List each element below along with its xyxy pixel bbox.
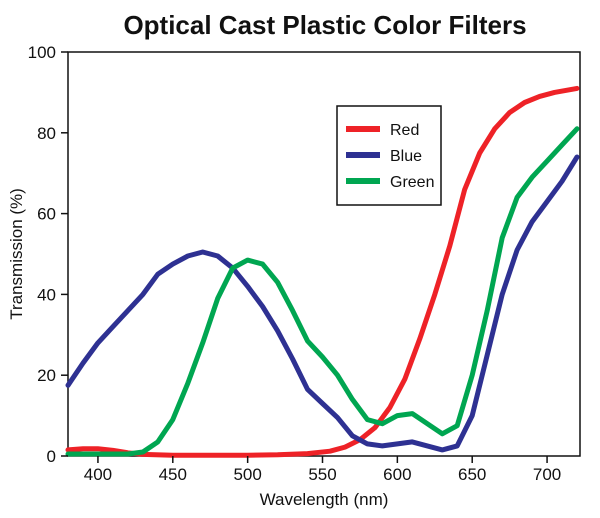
- y-tick-label: 80: [37, 124, 56, 143]
- y-tick-label: 20: [37, 366, 56, 385]
- x-axis-ticks: 400 450 500 550 600 650 700: [84, 456, 561, 484]
- chart-title: Optical Cast Plastic Color Filters: [123, 10, 526, 40]
- plot-frame: [67, 51, 581, 457]
- x-axis-label: Wavelength (nm): [260, 490, 389, 509]
- legend-label-green: Green: [390, 174, 434, 191]
- x-tick-label: 550: [308, 465, 336, 484]
- x-tick-label: 650: [458, 465, 486, 484]
- legend-items: Red Blue Green: [346, 122, 434, 191]
- y-tick-label: 40: [37, 285, 56, 304]
- series-line-blue: [65, 154, 580, 453]
- legend-label-red: Red: [390, 122, 419, 139]
- y-axis-label: Transmission (%): [7, 188, 26, 320]
- series-layer: [65, 85, 580, 458]
- plot-area: [65, 51, 581, 458]
- y-tick-label: 0: [47, 447, 56, 466]
- series-line-green: [65, 126, 580, 457]
- x-tick-label: 700: [533, 465, 561, 484]
- y-axis-ticks: 0 20 40 60 80 100: [28, 43, 68, 466]
- y-tick-label: 60: [37, 205, 56, 224]
- x-tick-label: 600: [383, 465, 411, 484]
- legend: Red Blue Green: [336, 105, 442, 206]
- legend-label-blue: Blue: [390, 148, 422, 165]
- x-tick-label: 500: [233, 465, 261, 484]
- y-tick-label: 100: [28, 43, 56, 62]
- x-tick-label: 400: [84, 465, 112, 484]
- x-tick-label: 450: [159, 465, 187, 484]
